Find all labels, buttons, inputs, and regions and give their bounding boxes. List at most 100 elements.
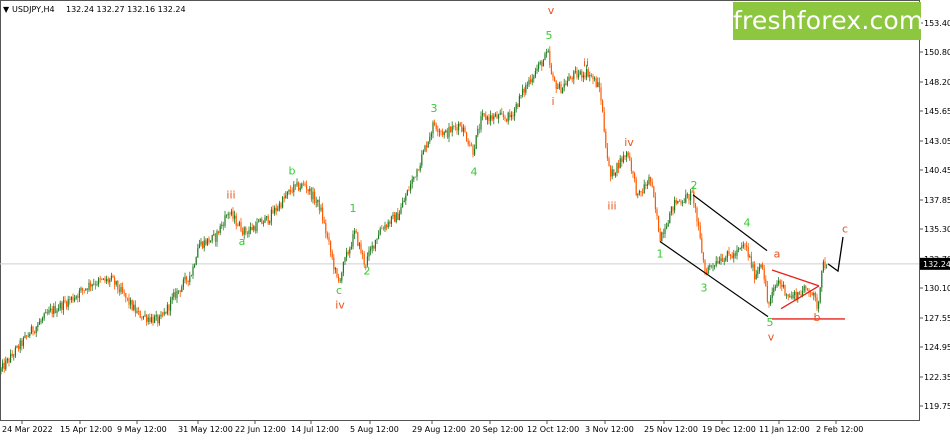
candle (346, 247, 348, 262)
candle-body (349, 248, 351, 254)
candle-body (813, 293, 815, 296)
candle-body (155, 314, 157, 317)
candle-body (213, 234, 215, 236)
candle (170, 296, 172, 316)
candle-body (814, 293, 816, 298)
candle-body (651, 181, 653, 187)
candle-body (246, 233, 248, 235)
candle (171, 293, 173, 304)
candle (546, 48, 548, 58)
candle-body (168, 304, 170, 311)
candle-body (206, 238, 208, 245)
candle (466, 131, 468, 142)
x-tick-label: 29 Aug 12:00 (412, 425, 466, 434)
candle (237, 223, 239, 227)
candle (230, 208, 232, 217)
candle (398, 210, 400, 221)
candle (774, 284, 776, 291)
candle (725, 255, 727, 262)
candle-body (366, 256, 368, 266)
candle-body (398, 213, 400, 221)
candle-body (664, 228, 666, 234)
candle (122, 282, 124, 294)
candle-body (264, 217, 266, 223)
candle-body (280, 203, 282, 208)
candle-body (584, 75, 586, 78)
candle-body (34, 332, 36, 333)
candle (259, 218, 261, 222)
candle (326, 231, 328, 240)
candle-body (298, 182, 300, 191)
candle (158, 314, 160, 326)
candle (557, 83, 559, 90)
candle-body (275, 207, 277, 211)
candle (406, 189, 408, 196)
candle (739, 247, 741, 250)
candle-body (619, 158, 621, 169)
candle-body (336, 268, 338, 277)
candle-body (299, 187, 301, 191)
candle (722, 253, 724, 262)
candle-body (173, 292, 175, 297)
candle-body (686, 194, 688, 195)
candle (566, 76, 568, 87)
candle-body (517, 104, 519, 107)
candle (736, 245, 738, 260)
candle (520, 95, 522, 99)
candle (587, 67, 589, 78)
candle-body (230, 211, 232, 215)
candle (144, 310, 146, 318)
candle-body (11, 353, 13, 356)
candle (602, 99, 604, 113)
candle-body (365, 264, 367, 266)
candle (211, 234, 213, 244)
candle (366, 252, 368, 268)
candle (744, 243, 746, 251)
candle-body (198, 244, 200, 249)
candle (117, 279, 119, 294)
candle-body (765, 279, 767, 287)
candle (504, 114, 506, 122)
candle-body (755, 274, 757, 280)
candle-body (694, 203, 696, 208)
candle-body (453, 126, 455, 127)
candle (152, 314, 154, 326)
candle-body (437, 129, 439, 132)
candle-body (358, 243, 360, 246)
candle (630, 157, 632, 174)
candle (789, 293, 791, 298)
candle (338, 273, 340, 284)
candle-body (211, 235, 213, 241)
candle-body (93, 283, 95, 285)
candle (306, 180, 308, 194)
candle (694, 203, 696, 213)
candle (813, 291, 815, 301)
header-arrow-icon[interactable]: ▼ (3, 5, 10, 14)
candle-body (533, 76, 535, 79)
candle-body (346, 251, 348, 258)
candle-body (102, 278, 104, 280)
candle (310, 186, 312, 202)
candle (779, 279, 781, 289)
candle-body (779, 280, 781, 285)
candle-body (509, 112, 511, 118)
candle-body (149, 317, 151, 322)
candle (392, 211, 394, 220)
candle (514, 107, 516, 121)
candle-body (531, 78, 533, 83)
y-tick-label: 135.30 (924, 225, 950, 234)
candle (277, 205, 279, 212)
candle (669, 211, 671, 224)
candle (373, 245, 375, 252)
candle (134, 300, 136, 317)
candle-body (683, 202, 685, 204)
candle (485, 111, 487, 121)
candle-body (14, 347, 16, 356)
candle-body (322, 207, 324, 221)
candle-body (728, 251, 730, 255)
candle-body (798, 292, 800, 295)
candle (651, 178, 653, 188)
candle-body (290, 189, 292, 192)
candle (426, 141, 428, 153)
candle-body (685, 194, 687, 203)
